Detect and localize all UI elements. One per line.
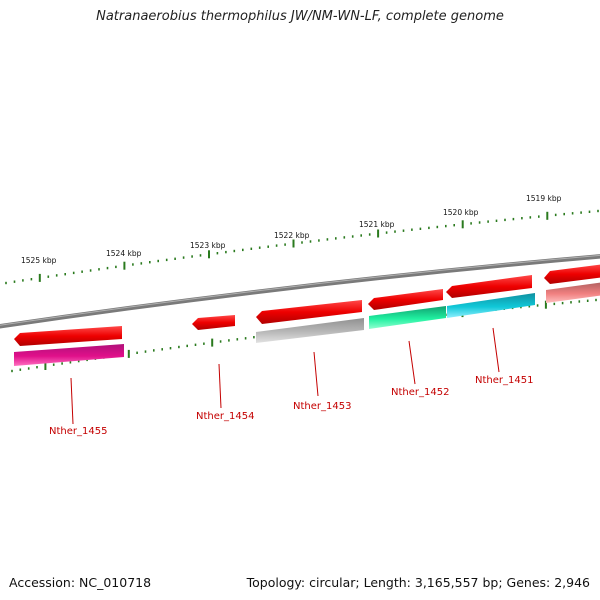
- feature-bar-pink[interactable]: [546, 282, 600, 303]
- cds-arrow-nther-1454[interactable]: [192, 315, 235, 330]
- cds-arrow-next-gene[interactable]: [544, 264, 600, 284]
- scale-label: 1522 kbp: [274, 231, 310, 240]
- gene-label-nther-1453[interactable]: Nther_1453: [293, 401, 351, 412]
- scale-label: 1521 kbp: [359, 220, 395, 229]
- feature-bar-magenta[interactable]: [14, 344, 124, 366]
- label-leaders: [70, 327, 500, 425]
- feature-bar-grey[interactable]: [256, 318, 364, 343]
- scale-label: 1523 kbp: [190, 241, 226, 250]
- scale-label: 1524 kbp: [106, 249, 142, 258]
- cds-arrow-nther-1452[interactable]: [368, 289, 443, 310]
- scale-label: 1519 kbp: [526, 194, 562, 203]
- gene-label-nther-1451[interactable]: Nther_1451: [475, 375, 533, 386]
- cds-arrow-nther-1453[interactable]: [256, 300, 362, 324]
- scale-label: 1520 kbp: [443, 208, 479, 217]
- gene-label-nther-1455[interactable]: Nther_1455: [49, 426, 107, 437]
- topology-summary: Topology: circular; Length: 3,165,557 bp…: [246, 575, 590, 590]
- cds-arrow-nther-1455[interactable]: [14, 326, 122, 346]
- gene-label-nther-1452[interactable]: Nther_1452: [391, 387, 449, 398]
- genome-backbone: [0, 254, 600, 329]
- gene-label-nther-1454[interactable]: Nther_1454: [196, 411, 254, 422]
- feature-bar-cyan[interactable]: [447, 293, 535, 318]
- feature-bar-mint[interactable]: [369, 306, 446, 329]
- accession-text: Accession: NC_010718: [9, 575, 152, 590]
- map-title: Natranaerobius thermophilus JW/NM-WN-LF,…: [96, 9, 504, 24]
- genome-backbone-highlight: [0, 254, 600, 326]
- scale-label: 1525 kbp: [21, 256, 57, 265]
- cds-arrow-nther-1451[interactable]: [446, 275, 532, 298]
